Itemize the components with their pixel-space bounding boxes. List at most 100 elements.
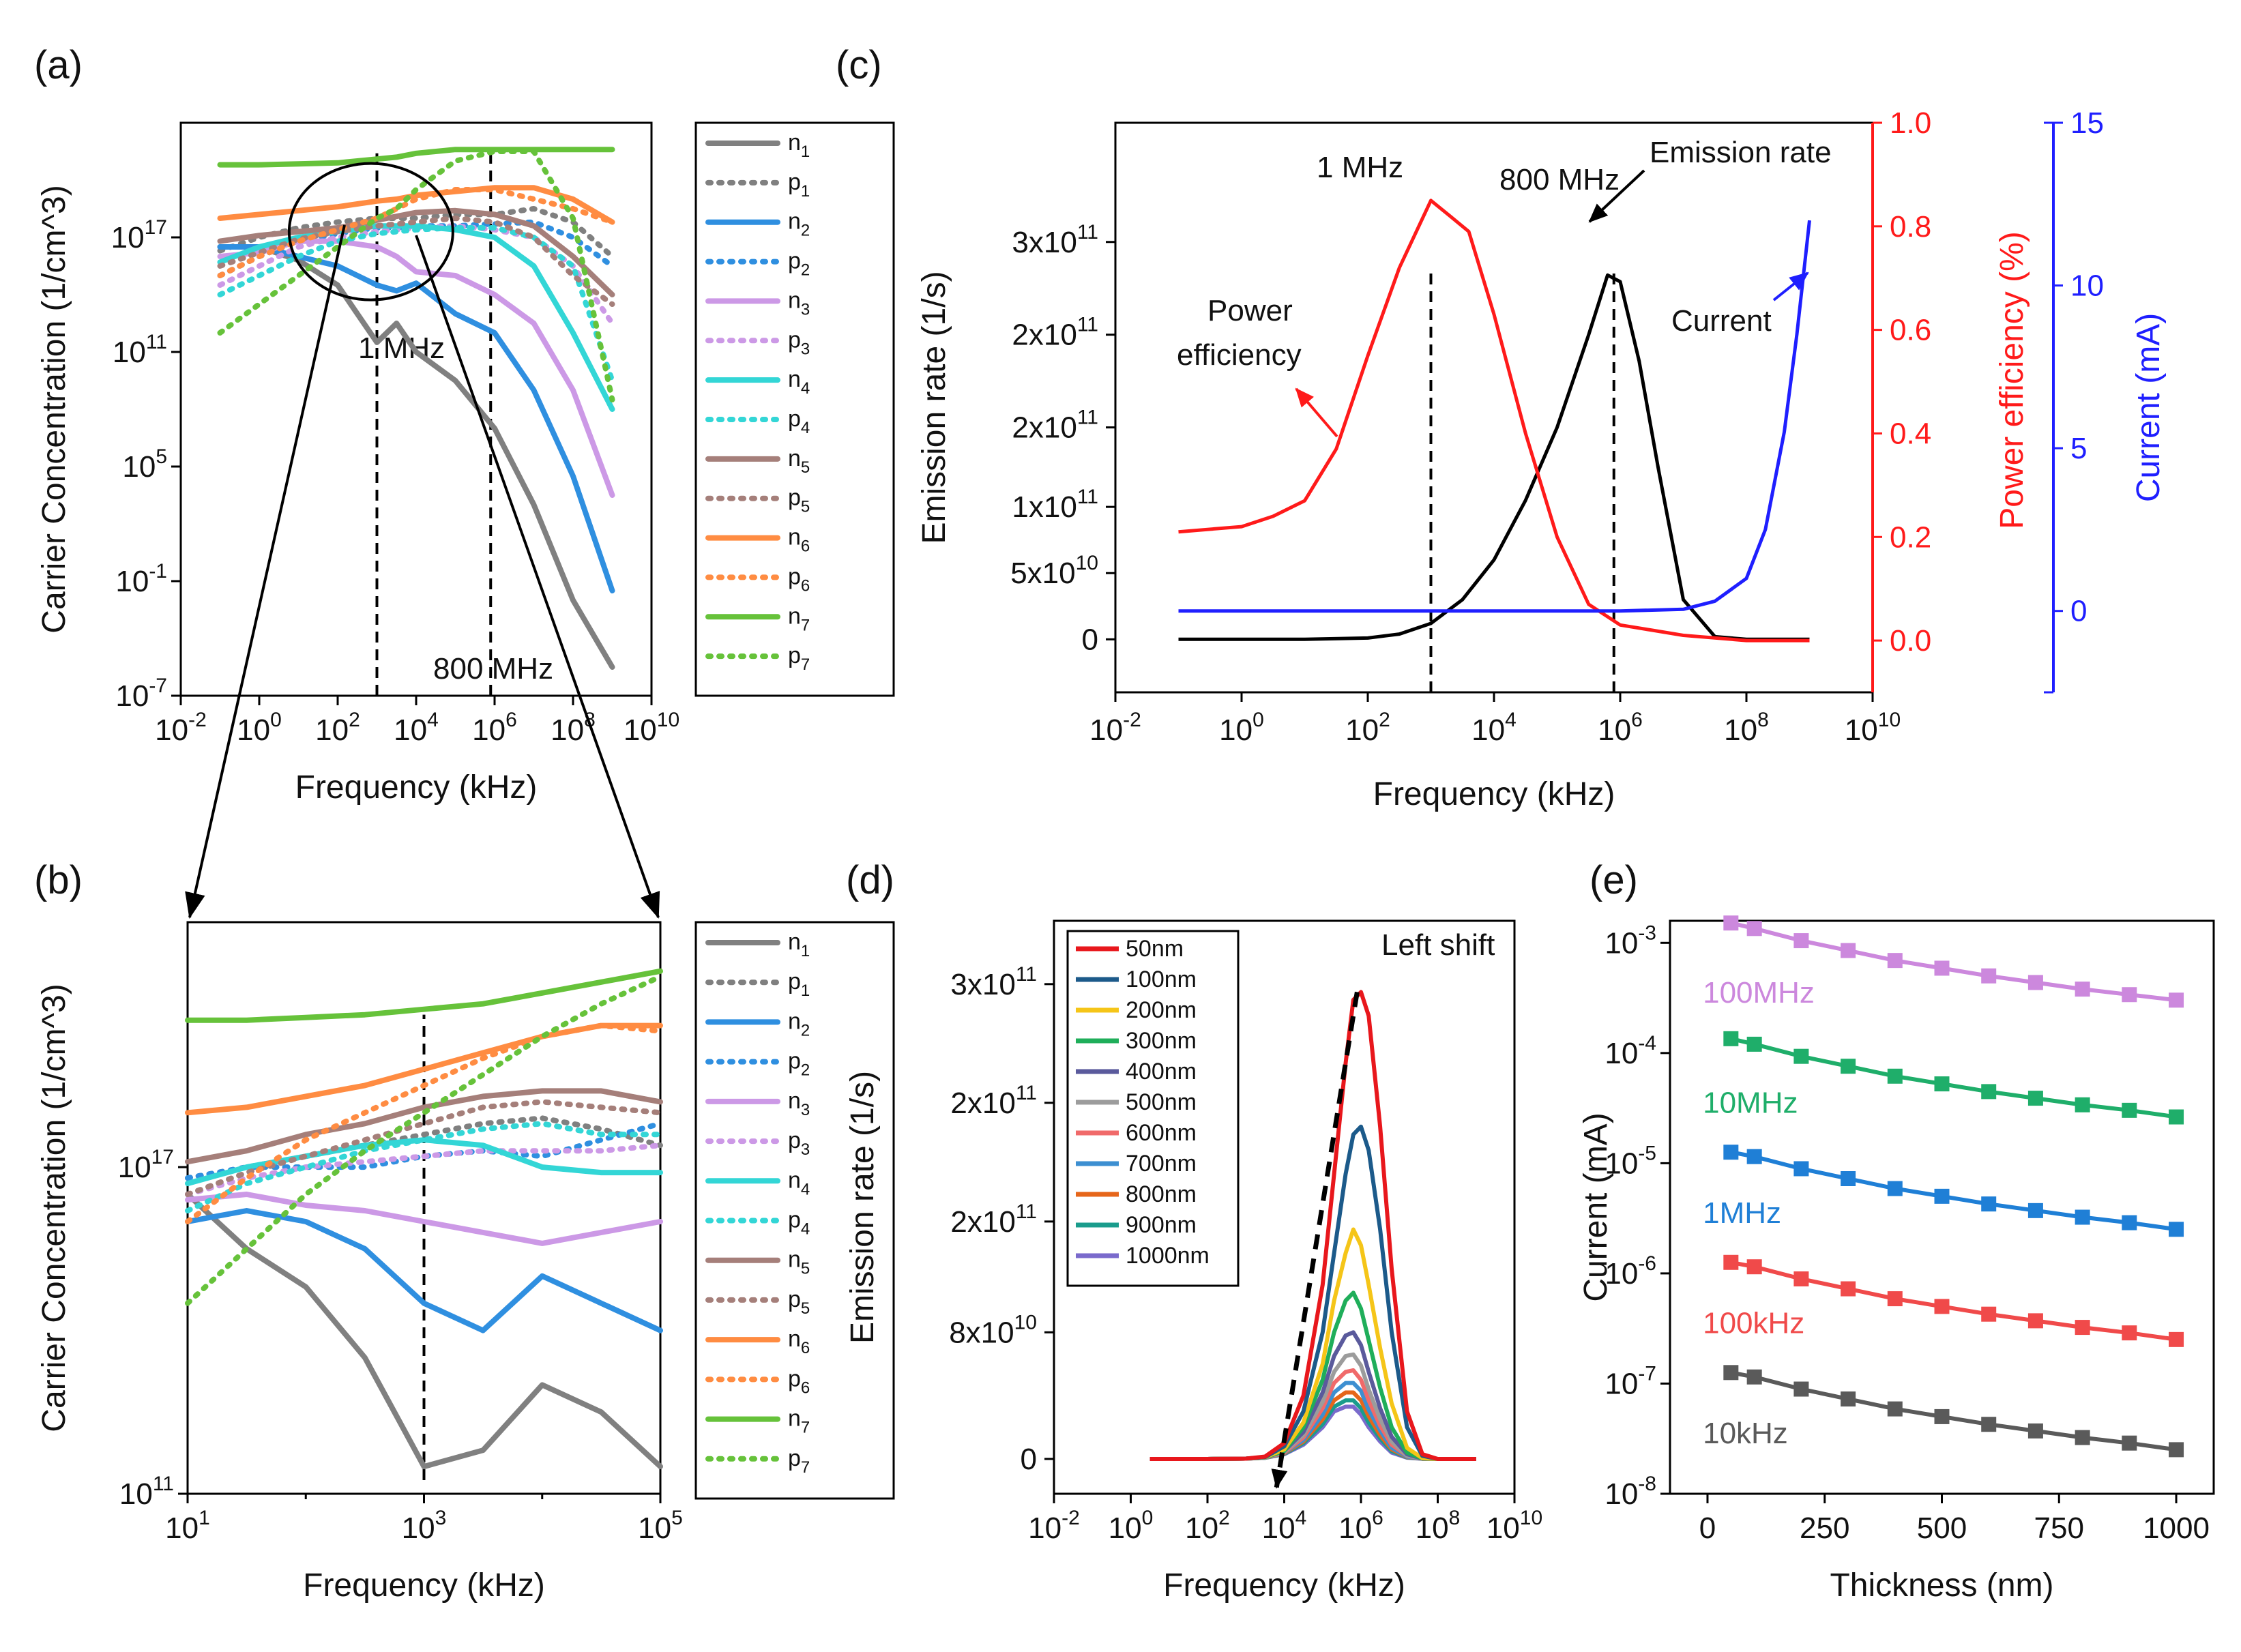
panel-e-marker-1MHz — [1934, 1188, 1950, 1204]
panel-b-legend-label-p5: p5 — [788, 1286, 810, 1318]
annot-c-emission: Emission rate — [1650, 136, 1832, 169]
panel-a-ytick-label: 105 — [122, 445, 167, 484]
panel-a-legend-label-n1: n1 — [788, 130, 810, 161]
panel-c-xtick-label: 1010 — [1845, 709, 1901, 747]
panel-d-series-50nm — [1149, 990, 1476, 1461]
panel-a-xtick-label: 102 — [315, 709, 360, 747]
panel-b-legend-label-p6: p6 — [788, 1366, 810, 1397]
panel-e-marker-10kHz — [1723, 1365, 1739, 1381]
panel-c-y2label: Power efficiency (%) — [1994, 231, 2030, 529]
panel-b-xtick-label: 103 — [402, 1507, 447, 1545]
annot-d-leftshift: Left shift — [1381, 928, 1495, 962]
panel-a-series-n1 — [217, 244, 615, 670]
panel-e-marker-100MHz — [2075, 982, 2090, 997]
panel-e-marker-100kHz — [2122, 1325, 2137, 1341]
panel-e-ytick-label: 10-5 — [1605, 1142, 1656, 1180]
panel-b-ytick-label: 1017 — [118, 1146, 174, 1184]
panel-e-marker-10kHz — [1746, 1369, 1762, 1385]
panel-a-zoom-ellipse — [287, 162, 454, 301]
panel-e-marker-1MHz — [1723, 1145, 1739, 1160]
panel-e-marker-10MHz — [1723, 1031, 1739, 1046]
panel-d-legend-label-300nm: 300nm — [1126, 1028, 1197, 1054]
panel-d-ytick-label: 2x1011 — [950, 1082, 1037, 1120]
panel-b-xlabel: Frequency (kHz) — [303, 1567, 545, 1604]
panel-d-legend-label-50nm: 50nm — [1126, 936, 1184, 962]
panel-c-ytick-label: 1x1011 — [1012, 486, 1098, 524]
panel-e-marker-10kHz — [2122, 1435, 2137, 1451]
annot-c-power-line1: Power — [1207, 294, 1293, 327]
panel-c-y2tick-label: 0.6 — [1890, 314, 1931, 347]
panel-a-legend-label-p2: p2 — [788, 248, 810, 280]
panel-e-marker-10MHz — [2122, 1102, 2137, 1118]
panel-c-y3tick-label: 5 — [2070, 432, 2087, 465]
panel-e-label-100kHz: 100kHz — [1703, 1307, 1804, 1340]
panel-e-marker-100MHz — [2122, 987, 2137, 1003]
panel-e-marker-10MHz — [1793, 1048, 1809, 1064]
panel-d-xtick-label: 108 — [1416, 1507, 1461, 1545]
panel-e-label-10MHz: 10MHz — [1703, 1087, 1798, 1120]
panel-a-series-n5 — [217, 207, 615, 297]
panel-b-legend-label-p3: p3 — [788, 1127, 810, 1159]
panel-label-c: (c) — [836, 43, 882, 87]
panel-c-xtick-label: 104 — [1471, 709, 1517, 747]
panel-a-legend-label-n5: n5 — [788, 445, 810, 477]
panel-a-xtick-label: 106 — [472, 709, 517, 747]
panel-e-marker-100kHz — [1981, 1306, 1997, 1322]
panel-e-ytick-label: 10-3 — [1605, 921, 1656, 960]
panel-a-ylabel: Carrier Concentration (1/cm^3) — [36, 185, 72, 633]
panel-d-xtick-label: 106 — [1338, 1507, 1383, 1545]
panel-b-series-p5 — [185, 1099, 663, 1197]
panel-e-xtick-label: 0 — [1699, 1511, 1716, 1545]
panel-a-xtick-label: 104 — [394, 709, 439, 747]
panel-b-xtick-label: 105 — [638, 1507, 683, 1545]
panel-b-series-p4 — [185, 1121, 663, 1213]
panel-b-series-n5 — [185, 1088, 663, 1165]
panel-e-marker-100kHz — [1934, 1299, 1950, 1314]
panel-e-marker-1MHz — [1887, 1181, 1903, 1196]
panel-b-legend-label-n3: n3 — [788, 1088, 810, 1119]
panel-d-legend-label-700nm: 700nm — [1126, 1151, 1197, 1177]
panel-c-xtick-label: 10-2 — [1089, 709, 1141, 747]
panel-d-ylabel: Emission rate (1/s) — [845, 1071, 881, 1344]
panel-a-xtick-label: 100 — [237, 709, 282, 747]
panel-c-xtick-label: 108 — [1724, 709, 1769, 747]
panel-e-marker-10kHz — [1981, 1417, 1997, 1432]
panel-a-legend-label-p7: p7 — [788, 643, 810, 674]
panel-e-marker-100MHz — [1934, 960, 1950, 976]
panel-b-legend-label-p4: p4 — [788, 1207, 810, 1239]
annot-c-current: Current — [1671, 304, 1772, 338]
panel-a-ytick-label: 10-7 — [115, 675, 167, 713]
panel-e-marker-100MHz — [1793, 933, 1809, 949]
panel-e-marker-10kHz — [2169, 1442, 2184, 1458]
panel-d-xtick-label: 1010 — [1486, 1507, 1542, 1545]
panel-c-ytick-label: 0 — [1082, 623, 1098, 656]
panel-c-xtick-label: 106 — [1598, 709, 1643, 747]
panel-e-marker-100MHz — [1723, 915, 1739, 931]
panel-b-legend-label-p1: p1 — [788, 969, 810, 1000]
panel-b-series-n1 — [185, 1192, 663, 1470]
panel-a-legend-label-p4: p4 — [788, 406, 810, 437]
panel-c-y2tick-label: 1.0 — [1890, 106, 1931, 140]
panel-label-a: (a) — [34, 43, 83, 87]
panel-a-legend-label-n7: n7 — [788, 603, 810, 634]
panel-d-legend-label-900nm: 900nm — [1126, 1212, 1197, 1238]
panel-label-b: (b) — [34, 858, 83, 902]
panel-d-ytick-label: 0 — [1021, 1443, 1037, 1476]
panel-e-marker-100kHz — [1723, 1254, 1739, 1270]
panel-c-y3tick-label: 0 — [2070, 595, 2087, 628]
panel-c-y2tick-label: 0.0 — [1890, 624, 1931, 658]
panel-a-ytick-label: 10-1 — [115, 560, 167, 598]
panel-d-legend-label-400nm: 400nm — [1126, 1059, 1197, 1085]
panel-a-xtick-label: 10-2 — [155, 709, 207, 747]
panel-e-marker-100kHz — [2075, 1320, 2090, 1336]
panel-e-marker-10kHz — [1793, 1381, 1809, 1397]
panel-c-arrow-current — [1772, 271, 1809, 301]
panel-e-marker-100MHz — [2027, 975, 2043, 990]
panel-b-legend-label-n7: n7 — [788, 1406, 810, 1437]
panel-e-marker-100kHz — [2027, 1313, 2043, 1329]
panel-e-xtick-label: 250 — [1800, 1511, 1849, 1545]
panel-a-legend-label-n6: n6 — [788, 525, 810, 556]
panel-c-xtick-label: 100 — [1219, 709, 1264, 747]
panel-c-y3label: Current (mA) — [2130, 313, 2167, 502]
panel-e-ytick-label: 10-7 — [1605, 1362, 1656, 1400]
